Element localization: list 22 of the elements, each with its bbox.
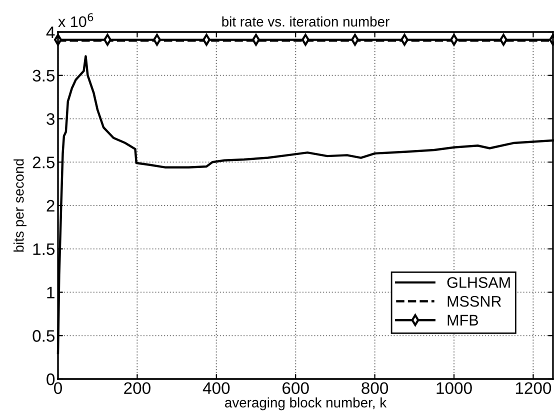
y-tick-label: 1.5 [33,243,55,256]
x-tick-label: 1200 [516,382,552,394]
x-axis-title: averaging block number, k [225,397,387,410]
x-tick-label: 200 [124,382,150,394]
legend-label: MSSNR [448,296,502,307]
y-tick-label: 1 [47,286,54,298]
x-tick-label: 400 [202,382,230,394]
y-tick-label: 0.5 [32,330,55,342]
text: x 10$^{6}$ [58,13,94,28]
y-tick-label: 0 [46,373,55,386]
y-tick-label: 3.5 [32,70,55,82]
y-tick-label: 2 [46,200,54,212]
y-tick-label: 3 [46,113,54,125]
x-tick-label: 800 [362,382,388,394]
x-tick-label: 1000 [436,382,472,394]
y-tick-label: 4 [46,26,55,38]
legend-label: GLHSAM [447,277,510,288]
chart-title: bit rate vs. iteration number [222,16,390,27]
y-tick-label: 2.5 [32,156,55,168]
y-axis-title: bits per second [14,159,26,252]
x-tick-label: 600 [282,382,309,394]
legend-label: MFB [448,314,478,326]
